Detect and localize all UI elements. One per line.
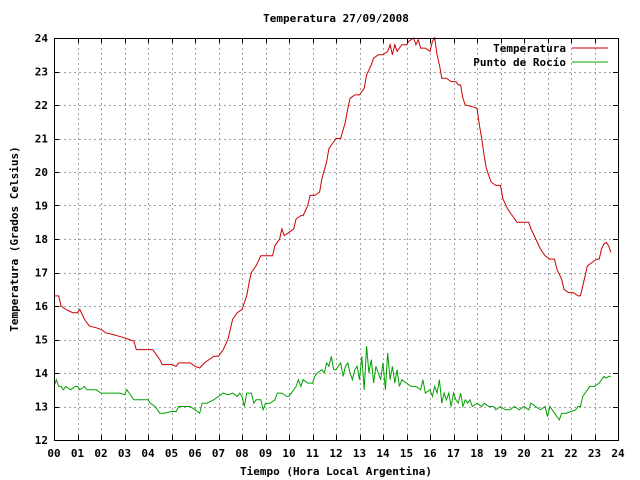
- plot-frame: [54, 38, 619, 441]
- y-tick-label: 14: [35, 367, 49, 380]
- chart-title: Temperatura 27/09/2008: [263, 12, 409, 25]
- x-tick-label: 20: [517, 447, 530, 460]
- x-tick-label: 16: [423, 447, 437, 460]
- y-tick-label: 22: [35, 99, 48, 112]
- y-tick-label: 21: [35, 133, 49, 146]
- x-tick-label: 23: [588, 447, 601, 460]
- grid: [54, 38, 618, 440]
- x-tick-label: 22: [564, 447, 577, 460]
- x-tick-label: 05: [165, 447, 178, 460]
- x-tick-label: 00: [47, 447, 60, 460]
- series-line-temperatura: [54, 36, 612, 369]
- series-line-punto-de-rocio: [53, 346, 611, 421]
- x-tick-label: 14: [376, 447, 390, 460]
- x-tick-label: 02: [94, 447, 107, 460]
- x-tick-label: 08: [235, 447, 248, 460]
- x-tick-label: 07: [212, 447, 225, 460]
- x-tick-label: 12: [329, 447, 342, 460]
- y-tick-label: 16: [35, 300, 49, 313]
- x-tick-label: 09: [259, 447, 272, 460]
- y-tick-label: 13: [35, 401, 48, 414]
- y-tick-label: 24: [35, 32, 49, 45]
- y-tick-label: 19: [35, 200, 48, 213]
- x-tick-label: 13: [353, 447, 366, 460]
- legend-label-punto-de-rocio: Punto de Rocío: [473, 56, 566, 69]
- x-tick-label: 01: [71, 447, 85, 460]
- y-tick-label: 20: [35, 166, 48, 179]
- y-tick-label: 15: [35, 334, 48, 347]
- x-axis-label: Tiempo (Hora Local Argentina): [240, 465, 432, 478]
- legend-label-temperatura: Temperatura: [493, 42, 566, 55]
- x-tick-label: 21: [541, 447, 555, 460]
- legend: Temperatura Punto de Rocío: [473, 42, 608, 69]
- x-tick-label: 18: [470, 447, 483, 460]
- x-tick-label: 19: [494, 447, 507, 460]
- y-axis-label: Temperatura (Grados Celsius): [8, 146, 21, 331]
- x-tick-label: 03: [118, 447, 131, 460]
- y-tick-label: 23: [35, 66, 48, 79]
- x-tick-label: 17: [447, 447, 460, 460]
- y-tick-label: 12: [35, 434, 48, 447]
- x-tick-label: 10: [282, 447, 295, 460]
- series-lines: [53, 36, 612, 421]
- x-tick-label: 24: [611, 447, 625, 460]
- y-tick-label: 17: [35, 267, 48, 280]
- x-tick-label: 04: [141, 447, 155, 460]
- x-tick-label: 11: [306, 447, 320, 460]
- x-tick-label: 15: [400, 447, 413, 460]
- y-tick-label: 18: [35, 233, 48, 246]
- x-tick-label: 06: [188, 447, 202, 460]
